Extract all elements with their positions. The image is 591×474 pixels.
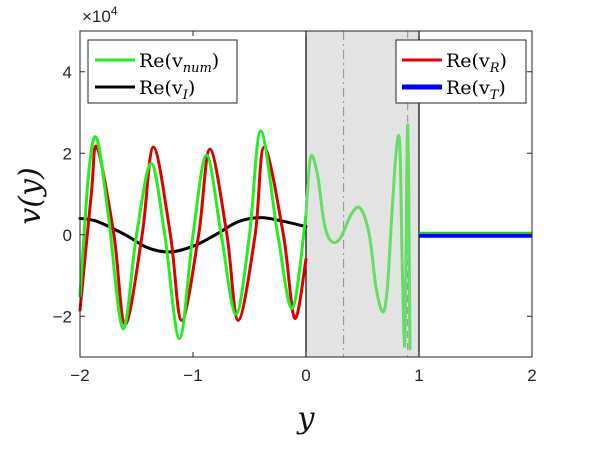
x-tick-label: −2	[70, 366, 89, 385]
series-line-numerical	[78, 129, 308, 341]
legend-label-incident: Re(vI)	[139, 77, 195, 103]
y-axis-label: v(y)	[13, 167, 48, 224]
legend-right: Re(vR) Re(vT)	[395, 39, 527, 104]
legend-label-numerical: Re(vnum)	[139, 50, 219, 76]
y-exponent-label: ×104	[82, 4, 118, 26]
y-tick-label: 4	[63, 63, 72, 82]
y-tick-label: 2	[63, 144, 72, 163]
x-axis-label: y	[296, 401, 316, 436]
legend-left: Re(vnum) Re(vI)	[87, 39, 238, 104]
legend-label-reflected: Re(vR)	[446, 50, 507, 76]
y-tick-label: −2	[53, 307, 72, 326]
x-tick-label: 0	[301, 366, 310, 385]
x-tick-label: 1	[414, 366, 423, 385]
x-tick-label: 2	[527, 366, 536, 385]
x-tick-label: −1	[183, 366, 202, 385]
series-line-numerical_absorbing	[304, 123, 412, 351]
legend-label-transmitted: Re(vT)	[446, 77, 506, 103]
y-tick-label: 0	[63, 226, 72, 245]
